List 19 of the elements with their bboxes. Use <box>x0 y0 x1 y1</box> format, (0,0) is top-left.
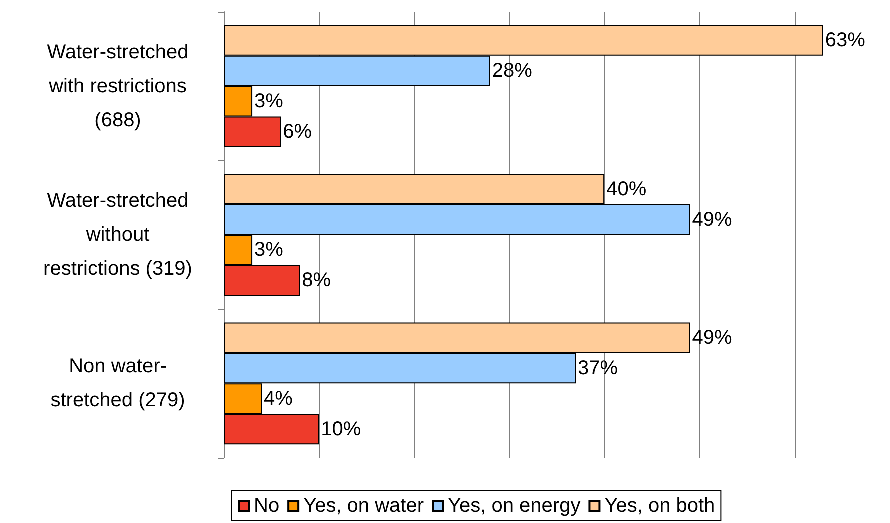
y-tick-label: Water-stretched without restrictions (319) <box>44 190 192 280</box>
data-label: 49% <box>692 326 732 349</box>
data-label: 3% <box>254 90 284 113</box>
y-tick-label: Non water- stretched (279) <box>50 356 186 412</box>
data-label: 49% <box>692 208 732 231</box>
legend-label: Yes, on energy <box>448 495 581 517</box>
data-label: 37% <box>578 357 618 380</box>
data-label: 8% <box>302 270 332 292</box>
legend-label: Yes, on both <box>604 495 716 517</box>
legend-label: Yes, on water <box>304 495 424 517</box>
data-label: 10% <box>321 418 362 440</box>
data-label: 40% <box>606 178 647 200</box>
data-label: 6% <box>283 121 312 144</box>
data-label: 28% <box>492 60 533 82</box>
legend-label: No <box>254 495 280 517</box>
data-label: 63% <box>825 30 866 52</box>
y-tick-label: Water-stretched with restrictions (688) <box>47 41 189 132</box>
data-label: 4% <box>264 388 294 410</box>
data-label: 3% <box>254 239 284 262</box>
